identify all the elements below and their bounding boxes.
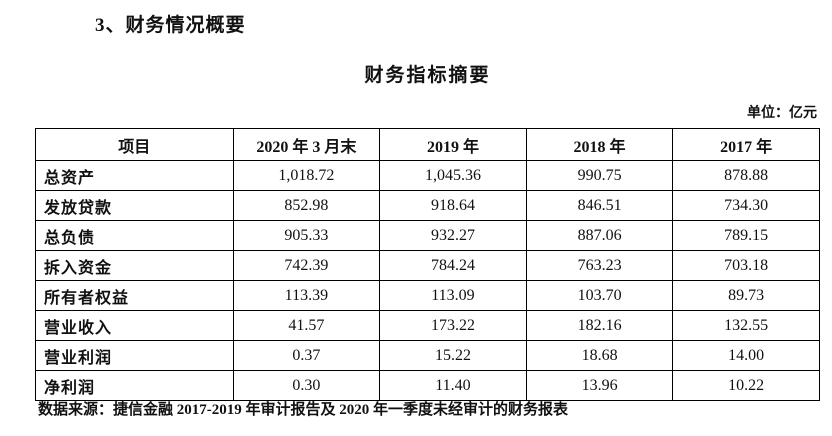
cell-value: 113.39 (232, 280, 381, 311)
cell-value: 846.51 (525, 190, 674, 221)
table-row: 总负债 905.33 932.27 887.06 789.15 (35, 220, 820, 251)
column-header: 2020 年 3 月末 (232, 128, 381, 161)
row-label: 拆入资金 (35, 250, 234, 281)
column-header: 项目 (35, 128, 234, 161)
cell-value: 132.55 (672, 310, 820, 341)
row-label: 营业收入 (35, 310, 234, 341)
cell-value: 1,018.72 (232, 160, 381, 191)
column-header: 2017 年 (672, 128, 820, 161)
table-title: 财务指标摘要 (364, 65, 491, 86)
row-label: 净利润 (35, 370, 234, 401)
financial-summary-table: 项目 2020 年 3 月末 2019 年 2018 年 2017 年 总资产 1,018… (35, 128, 820, 401)
cell-value: 784.24 (379, 250, 527, 281)
cell-value: 918.64 (379, 190, 527, 221)
cell-value: 887.06 (525, 220, 674, 251)
cell-value: 789.15 (672, 220, 820, 251)
cell-value: 182.16 (525, 310, 674, 341)
table-row: 总资产 1,018.72 1,045.36 990.75 878.88 (35, 160, 820, 191)
column-header: 2018 年 (525, 128, 674, 161)
row-label: 总负债 (35, 220, 234, 251)
cell-value: 89.73 (672, 280, 820, 311)
cell-value: 742.39 (232, 250, 381, 281)
row-label: 营业利润 (35, 340, 234, 371)
cell-value: 0.30 (232, 370, 381, 401)
source-note: 数据来源：捷信金融 2017-2019 年审计报告及 2020 年一季度未经审计… (38, 402, 568, 418)
table-row: 营业收入 41.57 173.22 182.16 132.55 (35, 310, 820, 341)
row-label: 所有者权益 (35, 280, 234, 311)
cell-value: 10.22 (672, 370, 820, 401)
row-label: 总资产 (35, 160, 234, 191)
table-row: 营业利润 0.37 15.22 18.68 14.00 (35, 340, 820, 371)
cell-value: 113.09 (379, 280, 527, 311)
table-header-row: 项目 2020 年 3 月末 2019 年 2018 年 2017 年 (35, 128, 820, 161)
cell-value: 703.18 (672, 250, 820, 281)
cell-value: 0.37 (232, 340, 381, 371)
cell-value: 905.33 (232, 220, 381, 251)
table-row: 发放贷款 852.98 918.64 846.51 734.30 (35, 190, 820, 221)
cell-value: 103.70 (525, 280, 674, 311)
cell-value: 13.96 (525, 370, 674, 401)
cell-value: 11.40 (379, 370, 527, 401)
cell-value: 173.22 (379, 310, 527, 341)
cell-value: 763.23 (525, 250, 674, 281)
cell-value: 932.27 (379, 220, 527, 251)
section-heading: 3、财务情况概要 (95, 15, 246, 36)
table-body: 总资产 1,018.72 1,045.36 990.75 878.88 发放贷款 852.9… (35, 160, 820, 401)
column-header: 2019 年 (379, 128, 527, 161)
cell-value: 18.68 (525, 340, 674, 371)
cell-value: 1,045.36 (379, 160, 527, 191)
table-row: 拆入资金 742.39 784.24 763.23 703.18 (35, 250, 820, 281)
cell-value: 878.88 (672, 160, 820, 191)
cell-value: 734.30 (672, 190, 820, 221)
cell-value: 15.22 (379, 340, 527, 371)
row-label: 发放贷款 (35, 190, 234, 221)
cell-value: 41.57 (232, 310, 381, 341)
table-row: 净利润 0.30 11.40 13.96 10.22 (35, 370, 820, 401)
cell-value: 990.75 (525, 160, 674, 191)
cell-value: 14.00 (672, 340, 820, 371)
cell-value: 852.98 (232, 190, 381, 221)
unit-label: 单位：亿元 (747, 106, 817, 121)
table-row: 所有者权益 113.39 113.09 103.70 89.73 (35, 280, 820, 311)
